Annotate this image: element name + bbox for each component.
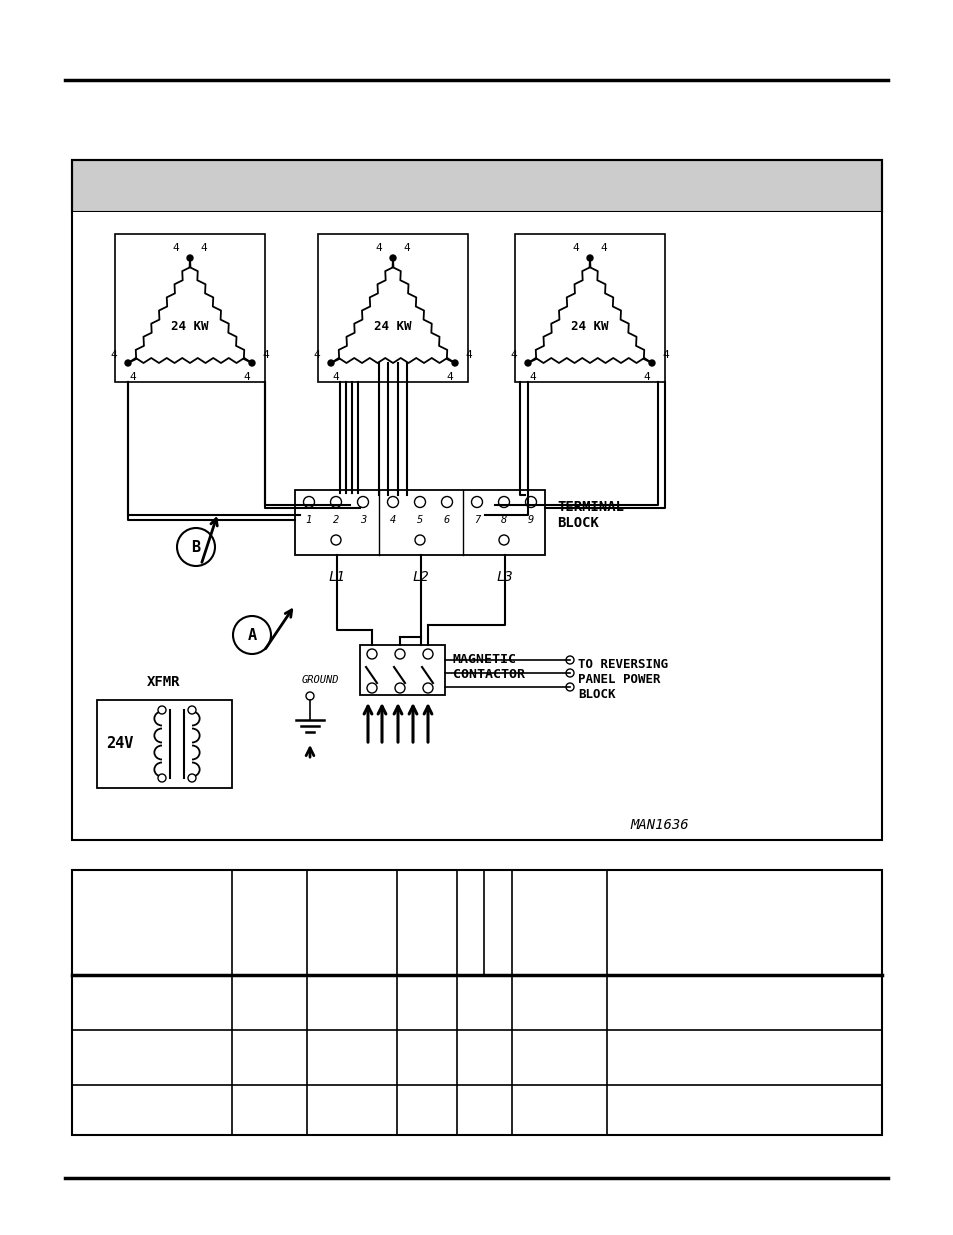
Text: 4: 4 xyxy=(572,243,578,253)
Text: 7: 7 xyxy=(474,515,479,525)
Text: TO REVERSING
PANEL POWER
BLOCK: TO REVERSING PANEL POWER BLOCK xyxy=(578,658,667,701)
Text: 4: 4 xyxy=(172,243,179,253)
Text: 24 KW: 24 KW xyxy=(571,320,608,332)
Text: 2: 2 xyxy=(333,515,338,525)
Bar xyxy=(71,161,882,212)
Circle shape xyxy=(565,656,574,664)
Text: 6: 6 xyxy=(443,515,450,525)
Text: 24 KW: 24 KW xyxy=(374,320,412,332)
Circle shape xyxy=(158,706,166,714)
Bar xyxy=(97,700,232,788)
Circle shape xyxy=(422,683,433,693)
Text: GROUND: GROUND xyxy=(301,676,338,685)
Text: 4: 4 xyxy=(403,243,410,253)
Text: 9: 9 xyxy=(527,515,534,525)
Circle shape xyxy=(452,359,457,366)
Text: 4: 4 xyxy=(243,372,250,382)
Circle shape xyxy=(395,683,405,693)
Text: A: A xyxy=(247,627,256,642)
Circle shape xyxy=(395,650,405,659)
Circle shape xyxy=(422,650,433,659)
Circle shape xyxy=(586,254,593,261)
Circle shape xyxy=(565,683,574,692)
Text: B: B xyxy=(192,540,200,555)
Bar xyxy=(515,233,664,382)
Text: 4: 4 xyxy=(600,243,607,253)
Text: 4: 4 xyxy=(446,372,453,382)
Text: 8: 8 xyxy=(500,515,507,525)
Bar xyxy=(115,233,265,382)
Text: 4: 4 xyxy=(130,372,136,382)
Text: 4: 4 xyxy=(390,515,395,525)
Text: L1: L1 xyxy=(328,571,345,584)
Circle shape xyxy=(441,496,452,508)
Circle shape xyxy=(158,774,166,782)
Circle shape xyxy=(471,496,482,508)
Circle shape xyxy=(414,496,425,508)
Circle shape xyxy=(367,683,376,693)
Bar xyxy=(317,233,468,382)
Circle shape xyxy=(415,535,424,545)
Text: 4: 4 xyxy=(529,372,536,382)
Circle shape xyxy=(249,359,254,366)
Circle shape xyxy=(303,496,314,508)
Circle shape xyxy=(177,529,214,566)
Circle shape xyxy=(524,359,531,366)
Text: 4: 4 xyxy=(510,350,517,359)
Text: 4: 4 xyxy=(333,372,339,382)
Circle shape xyxy=(330,496,341,508)
Text: L2: L2 xyxy=(413,571,429,584)
Text: 4: 4 xyxy=(643,372,650,382)
Circle shape xyxy=(498,535,509,545)
Text: 4: 4 xyxy=(200,243,207,253)
Bar xyxy=(71,161,882,840)
Text: 24 KW: 24 KW xyxy=(172,320,209,332)
Circle shape xyxy=(125,359,131,366)
Text: 4: 4 xyxy=(465,350,472,359)
Text: 4: 4 xyxy=(662,350,669,359)
Bar xyxy=(71,869,882,1135)
Circle shape xyxy=(357,496,368,508)
Bar xyxy=(359,645,444,695)
Circle shape xyxy=(306,692,314,700)
Text: 3: 3 xyxy=(359,515,366,525)
Text: 4: 4 xyxy=(314,350,320,359)
Text: 24V: 24V xyxy=(106,736,133,752)
Circle shape xyxy=(233,616,271,655)
Circle shape xyxy=(367,650,376,659)
Text: 4: 4 xyxy=(375,243,382,253)
Circle shape xyxy=(648,359,655,366)
Circle shape xyxy=(187,254,193,261)
Text: 5: 5 xyxy=(416,515,423,525)
Text: 4: 4 xyxy=(111,350,117,359)
Text: MAGNETIC
CONTACTOR: MAGNETIC CONTACTOR xyxy=(453,653,524,680)
Circle shape xyxy=(188,706,195,714)
Text: L3: L3 xyxy=(497,571,513,584)
Text: XFMR: XFMR xyxy=(147,676,180,689)
Circle shape xyxy=(498,496,509,508)
Text: TERMINAL
BLOCK: TERMINAL BLOCK xyxy=(557,500,623,530)
Circle shape xyxy=(331,535,340,545)
Circle shape xyxy=(188,774,195,782)
Bar xyxy=(71,212,882,840)
Circle shape xyxy=(390,254,395,261)
Text: 4: 4 xyxy=(262,350,269,359)
Circle shape xyxy=(525,496,536,508)
Circle shape xyxy=(565,669,574,677)
Circle shape xyxy=(328,359,334,366)
Bar xyxy=(294,490,544,555)
Circle shape xyxy=(387,496,398,508)
Text: MAN1636: MAN1636 xyxy=(629,818,688,832)
Text: 1: 1 xyxy=(306,515,312,525)
